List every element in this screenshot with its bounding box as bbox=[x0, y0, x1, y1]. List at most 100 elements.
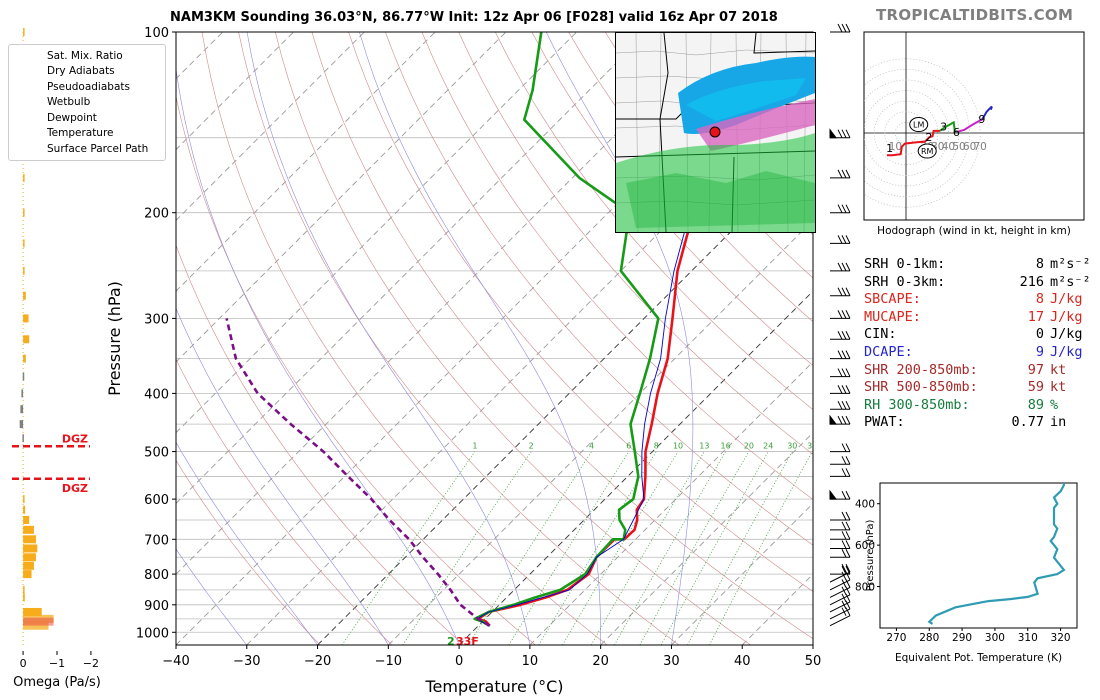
theta-e-y-axis-label: Pressure (hPa) bbox=[865, 520, 876, 592]
wind-barb-flag bbox=[845, 350, 851, 359]
wind-barb-flag bbox=[837, 415, 843, 425]
wind-barb-flag bbox=[841, 586, 847, 596]
wind-barb-flag bbox=[845, 23, 851, 33]
wind-barb-flag bbox=[845, 331, 851, 340]
wind-barb-flag bbox=[841, 169, 847, 179]
wind-barb-flag bbox=[845, 540, 851, 549]
hodograph-ring-label: 40 bbox=[942, 141, 955, 153]
stat-value: 8 bbox=[1035, 291, 1044, 308]
mixing-ratio-label: 24 bbox=[763, 442, 773, 451]
omega-bar bbox=[23, 208, 25, 217]
omega-bar bbox=[23, 335, 30, 344]
mixing-ratio-label: 10 bbox=[673, 442, 683, 451]
hodograph-height-label: 2 bbox=[925, 131, 932, 144]
hodograph-motion-marker bbox=[909, 117, 929, 133]
stat-unit: J/kg bbox=[1050, 343, 1083, 360]
mixing-ratio-label: 16 bbox=[720, 442, 730, 451]
stat-unit: kt bbox=[1050, 361, 1067, 378]
stat-value: 89 bbox=[1027, 396, 1044, 413]
dry-adiabat-line bbox=[176, 358, 393, 645]
wind-barb-flag bbox=[841, 262, 847, 272]
stat-row: RH 300-850mb: 89% bbox=[864, 397, 1091, 415]
omega-x-tick-label: −2 bbox=[83, 657, 99, 670]
stats-panel: SRH 0-1km: 8 m²s⁻² SRH 0-3km: 216 m²s⁻² SBCA… bbox=[864, 256, 1091, 432]
stat-row: SHR 200-850mb: 97 kt bbox=[864, 362, 1091, 380]
wind-barb-flag bbox=[837, 204, 843, 213]
mixing-ratio-label: 30 bbox=[787, 442, 797, 451]
hodograph-trace bbox=[981, 105, 993, 120]
wind-barb-flag bbox=[837, 310, 843, 319]
wind-barb-flag bbox=[845, 468, 851, 477]
stat-label: SHR 500-850mb: bbox=[864, 379, 978, 396]
wind-barb-flag bbox=[845, 129, 851, 138]
hodograph-ring-label: 70 bbox=[974, 141, 987, 153]
wind-barb-flag bbox=[837, 400, 843, 410]
mixing-ratio-label: 2 bbox=[529, 442, 534, 451]
hodograph-height-label: 9 bbox=[978, 113, 985, 126]
mixing-ratio-line bbox=[562, 451, 679, 645]
stat-value: 9 bbox=[1035, 343, 1044, 360]
isotherm-line bbox=[458, 290, 813, 645]
mixing-ratio-line bbox=[709, 451, 813, 645]
stat-unit: % bbox=[1050, 396, 1059, 413]
hodograph-ring bbox=[895, 122, 917, 144]
chart-title: NAM3KM Sounding 36.03°N, 86.77°W Init: 1… bbox=[170, 10, 778, 25]
legend-label: Pseudoadiabats bbox=[47, 80, 130, 93]
y-tick-label: 800 bbox=[144, 568, 169, 583]
stat-label: SRH 0-3km: bbox=[864, 273, 946, 290]
x-tick-label: −40 bbox=[162, 654, 189, 669]
stat-unit: J/kg bbox=[1050, 291, 1083, 308]
hodograph-ring-label: 50 bbox=[952, 141, 965, 153]
stat-value: 8 bbox=[1035, 256, 1044, 272]
wind-barb-flag bbox=[841, 129, 847, 138]
dry-adiabat-line bbox=[458, 32, 813, 455]
hodograph-ring bbox=[884, 111, 928, 155]
dry-adiabat-line bbox=[201, 32, 608, 645]
theta-e-y-tick-label: 400 bbox=[855, 499, 875, 511]
x-tick-label: −30 bbox=[233, 654, 260, 669]
legend-entry: Dewpoint bbox=[13, 110, 163, 126]
isotherm-line bbox=[176, 32, 507, 363]
wind-barb-flag bbox=[837, 23, 843, 33]
wind-barb-flag bbox=[841, 350, 847, 359]
x-tick-label: 40 bbox=[734, 654, 751, 669]
moist-adiabat-line bbox=[176, 66, 460, 645]
isotherm-line bbox=[176, 32, 294, 151]
stat-unit: J/kg bbox=[1050, 326, 1083, 343]
omega-axis-label: Omega (Pa/s) bbox=[13, 675, 101, 690]
hodograph-ring bbox=[873, 100, 939, 166]
wind-barb-flag bbox=[841, 443, 847, 452]
stat-unit: J/kg bbox=[1050, 308, 1083, 325]
wind-barb-flag bbox=[845, 531, 851, 540]
wind-barb-flag bbox=[845, 600, 851, 610]
stat-label: MUCAPE: bbox=[864, 308, 921, 325]
legend-entry: Wetbulb bbox=[13, 95, 163, 111]
hodograph-marker-label: LM bbox=[913, 121, 924, 130]
mixing-ratio-label: 4 bbox=[589, 442, 594, 451]
wind-barb-flag bbox=[841, 368, 847, 377]
hodograph-plot: 10203040506070LMRM12369 bbox=[864, 32, 1084, 220]
hodograph-trace bbox=[939, 120, 958, 133]
stat-label: SBCAPE: bbox=[864, 291, 921, 308]
mixing-ratio-label: 8 bbox=[654, 442, 659, 451]
legend-entry: Surface Parcel Path bbox=[13, 141, 163, 157]
theta-e-x-tick-label: 280 bbox=[919, 632, 939, 644]
mixing-ratio-label: 13 bbox=[699, 442, 709, 451]
wind-barb-flag bbox=[841, 204, 847, 213]
wind-barb-flag bbox=[841, 563, 847, 573]
stat-value: 0 bbox=[1035, 326, 1044, 343]
omega-bar bbox=[23, 570, 32, 579]
mixing-ratio-line bbox=[614, 451, 726, 645]
wind-barb-flag bbox=[841, 23, 847, 33]
dry-adiabat-line bbox=[421, 32, 813, 500]
dry-adiabat-line bbox=[348, 32, 813, 592]
wind-barb-shaft bbox=[829, 615, 851, 627]
dry-adiabat-line bbox=[238, 32, 680, 645]
stat-value: 17 bbox=[1027, 308, 1044, 325]
legend-entry: Pseudoadiabats bbox=[13, 79, 163, 95]
hodograph-motion-marker bbox=[917, 143, 937, 159]
theta-e-frame bbox=[879, 482, 1078, 629]
legend-entry: Dry Adiabats bbox=[13, 64, 163, 80]
wind-barb-flag bbox=[841, 571, 847, 581]
wind-barb-flag bbox=[845, 511, 851, 521]
